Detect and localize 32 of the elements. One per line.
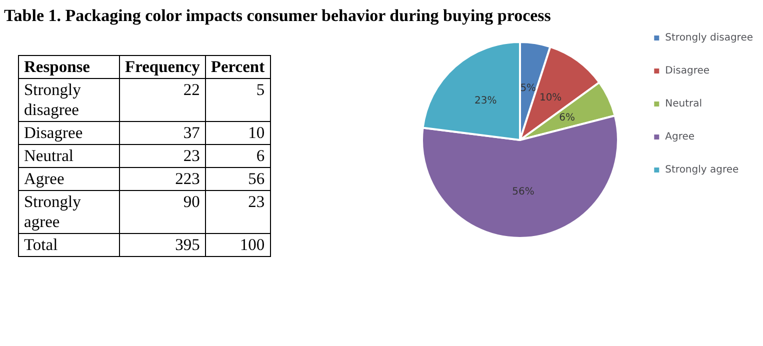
data-label: 6 xyxy=(205,144,270,168)
data-label: 90 xyxy=(120,190,206,234)
data-label: 10% xyxy=(539,92,562,104)
category-label: Strongly disagree xyxy=(18,78,120,122)
data-label: 22 xyxy=(120,78,206,122)
data-label: 395 xyxy=(120,234,206,256)
data-label: 56 xyxy=(205,168,270,190)
data-label: 10 xyxy=(205,122,270,144)
legend-label: Disagree xyxy=(665,66,710,76)
legend-label: Agree xyxy=(665,132,695,142)
data-label: 37 xyxy=(120,122,206,144)
legend-label: Strongly disagree xyxy=(665,32,754,44)
data-label: 23% xyxy=(474,95,497,106)
category-label: Neutral xyxy=(18,144,120,168)
data-label: 5 xyxy=(205,78,270,122)
legend-label: Frequency xyxy=(120,56,206,78)
category-label: Strongly agree xyxy=(18,190,120,234)
data-label: 23 xyxy=(205,190,270,234)
data-label: 56% xyxy=(512,186,534,198)
category-label: Total xyxy=(18,234,120,256)
text: Table 1. Packaging color impacts consumer behavior during buying process xyxy=(4,6,551,26)
data-label: 100 xyxy=(205,234,270,256)
data-label: 5% xyxy=(520,83,536,94)
data-label: 6% xyxy=(559,112,575,124)
category-label: Disagree xyxy=(18,122,120,144)
category-label: Agree xyxy=(18,168,120,190)
data-label: 223 xyxy=(120,168,206,190)
text: Percent xyxy=(205,56,270,78)
text: Response xyxy=(18,56,120,78)
legend-label: Neutral xyxy=(665,98,702,110)
data-label: 23 xyxy=(120,144,206,168)
legend-label: Strongly agree xyxy=(665,164,739,176)
